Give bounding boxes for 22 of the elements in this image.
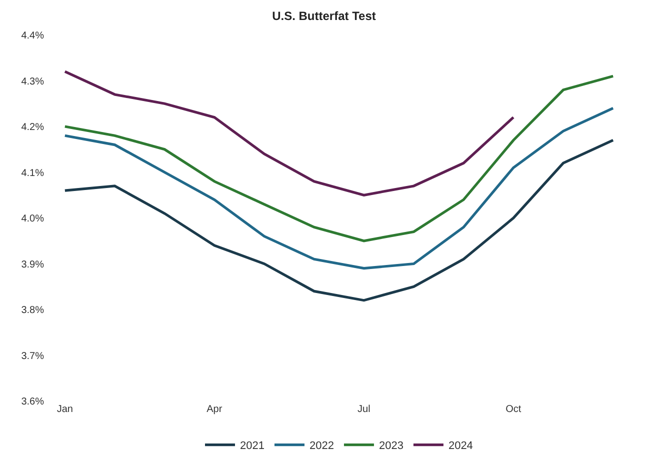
line-series: [64, 138, 614, 302]
line-series: [64, 106, 614, 270]
y-tick-label: 3.6%: [21, 396, 44, 408]
y-tick-label: 4.2%: [21, 122, 44, 133]
line-series: [64, 70, 515, 196]
legend-label: 2021: [240, 440, 264, 452]
x-tick-label: Jan: [56, 404, 73, 415]
y-tick-label: 4.4%: [21, 30, 44, 42]
x-tick-label: Oct: [506, 404, 522, 415]
y-tick-label: 3.7%: [21, 350, 44, 362]
y-tick-label: 4.1%: [21, 168, 44, 179]
legend-label: 2022: [309, 440, 334, 452]
y-tick-label: 4.3%: [21, 76, 44, 88]
line-series: [64, 74, 614, 242]
y-tick-label: 3.9%: [21, 259, 44, 270]
legend-label: 2023: [378, 440, 404, 452]
x-tick-label: Jul: [358, 404, 370, 415]
y-tick-label: 4.0%: [21, 214, 44, 224]
x-tick-label: Apr: [206, 404, 223, 415]
chart-title: U.S. Butterfat Test: [272, 9, 376, 24]
y-tick-label: 3.8%: [21, 305, 44, 316]
legend-label: 2024: [448, 440, 473, 452]
